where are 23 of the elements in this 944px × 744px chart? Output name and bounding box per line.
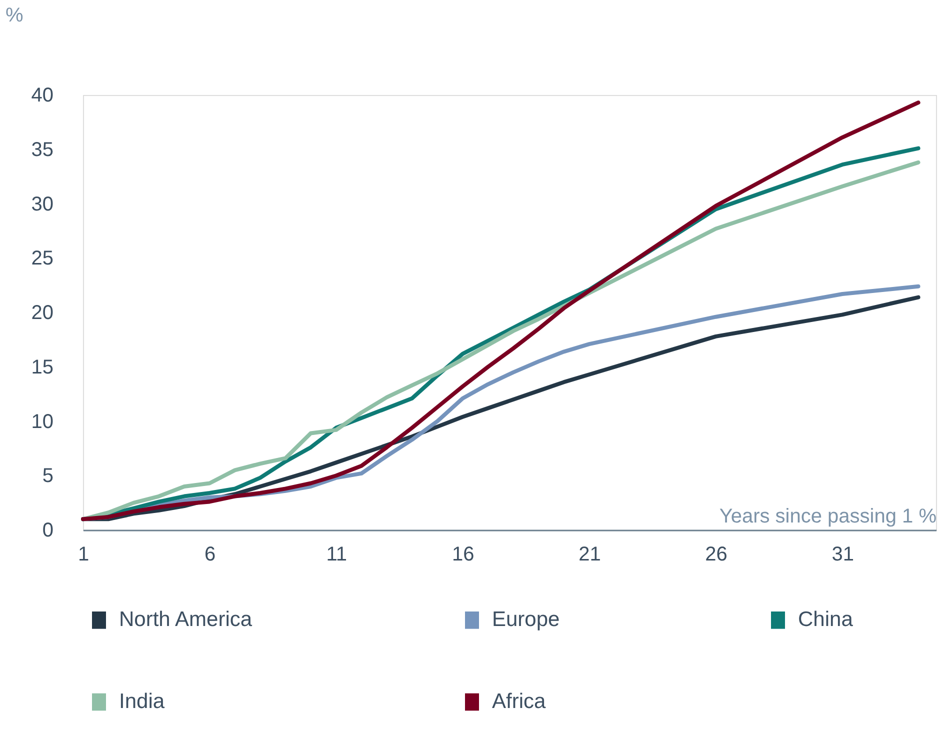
y-tick-label: 30 <box>31 193 54 216</box>
x-tick-label: 21 <box>578 544 601 566</box>
legend-label: India <box>119 690 165 713</box>
y-tick-label: 40 <box>31 84 54 106</box>
x-tick-label: 11 <box>326 544 347 566</box>
x-tick-label: 26 <box>705 544 728 566</box>
legend-label: Europe <box>492 608 560 632</box>
legend-label: Africa <box>492 690 546 713</box>
x-tick-label: 16 <box>452 544 474 566</box>
x-tick-label: 6 <box>204 544 216 566</box>
y-tick-label: 10 <box>31 410 54 433</box>
x-tick-label: 31 <box>832 544 854 566</box>
y-tick-label: 15 <box>31 356 54 378</box>
y-tick-label: 5 <box>42 465 54 488</box>
y-tick-label: 0 <box>42 520 54 542</box>
legend-label: North America <box>119 608 252 632</box>
legend-label: China <box>798 608 854 632</box>
y-tick-label: 25 <box>31 248 54 270</box>
x-tick-label: 1 <box>78 544 90 566</box>
y-axis-title: % <box>6 4 24 26</box>
x-axis-title: Years since passing 1 % <box>719 506 937 528</box>
y-tick-label: 35 <box>31 138 54 161</box>
y-tick-label: 20 <box>31 302 54 324</box>
